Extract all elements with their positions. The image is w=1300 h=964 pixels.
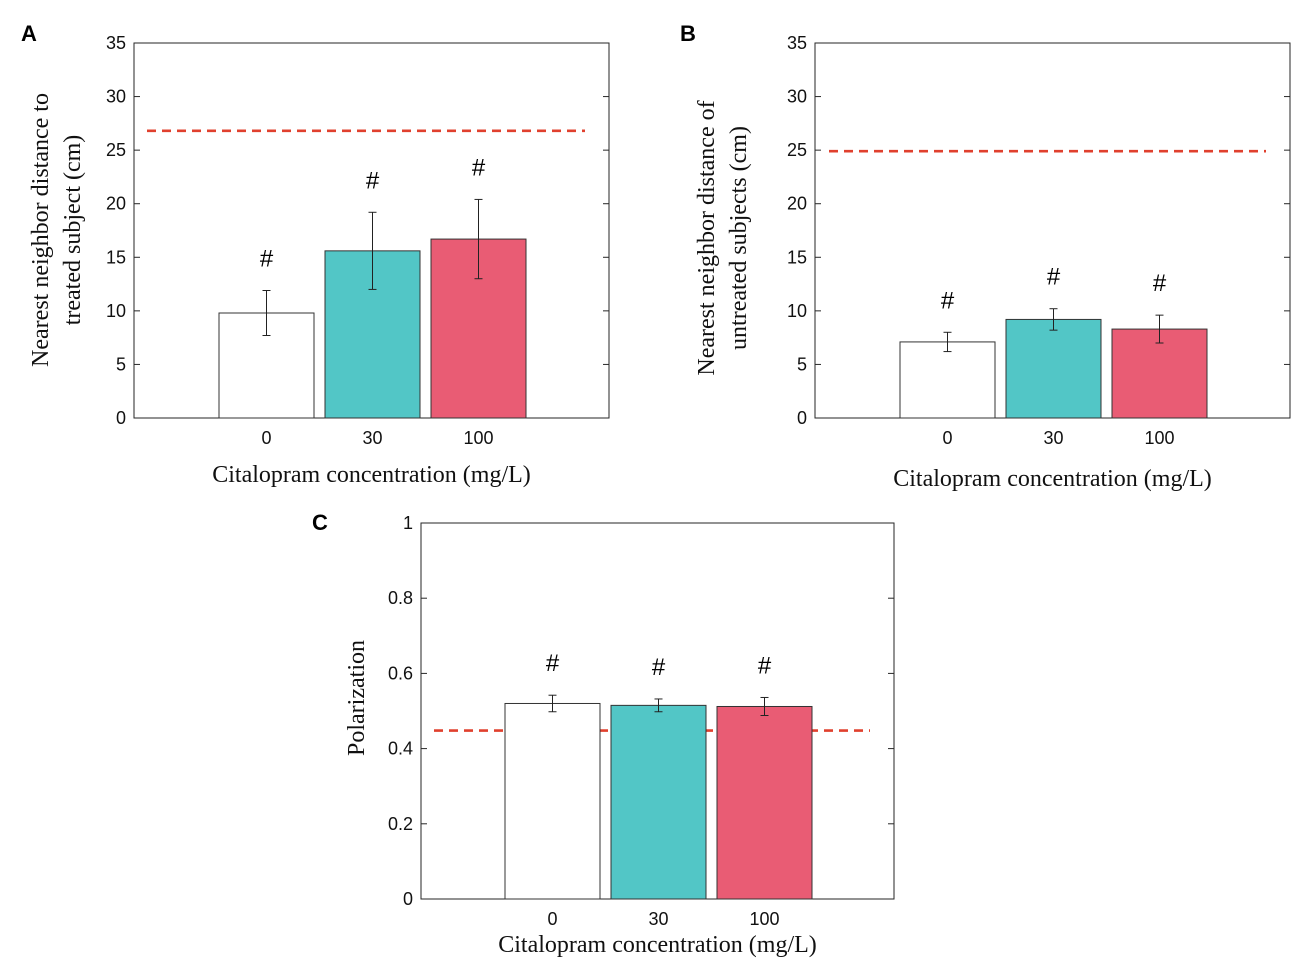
bar [1111, 328, 1208, 419]
y-tick-label: 30 [787, 87, 807, 107]
y-axis-label: Nearest neighbor distance of [694, 100, 720, 375]
y-tick-label: 20 [106, 194, 126, 214]
bar [899, 341, 996, 419]
y-tick-label: 0.8 [388, 588, 413, 608]
chart-panel-b: 0 5 10 15 20 25 30 35 #0 #30 #100 Citalopram concen… [680, 21, 1291, 492]
bar [504, 702, 601, 900]
y-axis-label: Nearest neighbor distance to [28, 93, 54, 367]
x-tick-label: 30 [1043, 428, 1063, 448]
y-tick-label: 0 [403, 889, 413, 909]
x-tick-label: 0 [942, 428, 952, 448]
significance-marker: # [546, 650, 560, 677]
y-axis-label: Polarization [344, 640, 370, 756]
y-tick-label: 20 [787, 194, 807, 214]
y-tick-label: 0.6 [388, 663, 413, 683]
chart-panel-a: 0 5 10 15 20 25 30 35 #0 #30 #100 Citalopram concen… [21, 21, 610, 488]
x-tick-label: 0 [547, 909, 557, 929]
y-tick-label: 15 [106, 247, 126, 267]
y-tick-label: 0.2 [388, 814, 413, 834]
y-tick-label: 10 [787, 301, 807, 321]
panel-label: A [21, 21, 37, 46]
x-tick-label: 0 [261, 428, 271, 448]
y-tick-label: 35 [787, 33, 807, 53]
y-tick-label: 25 [787, 140, 807, 160]
significance-marker: # [260, 246, 274, 273]
y-tick-label: 15 [787, 247, 807, 267]
x-axis-label: Citalopram concentration (mg/L) [212, 462, 531, 488]
significance-marker: # [366, 167, 380, 194]
significance-marker: # [941, 287, 955, 314]
significance-marker: # [758, 652, 772, 679]
bar [610, 704, 707, 900]
significance-marker: # [472, 154, 486, 181]
y-tick-label: 5 [797, 354, 807, 374]
x-tick-label: 30 [648, 909, 668, 929]
chart-panel-c: 0 0.2 0.4 0.6 0.8 1 #0 #30 #100 Citalopram concen… [312, 510, 895, 958]
x-tick-label: 100 [463, 428, 493, 448]
y-tick-label: 5 [116, 354, 126, 374]
panel-label: B [680, 21, 696, 46]
y-tick-label: 1 [403, 513, 413, 533]
significance-marker: # [652, 654, 666, 681]
bar [1005, 318, 1102, 419]
x-tick-label: 100 [749, 909, 779, 929]
x-axis-label: Citalopram concentration (mg/L) [893, 466, 1212, 492]
y-tick-label: 30 [106, 87, 126, 107]
y-tick-label: 0 [797, 408, 807, 428]
panel-label: C [312, 510, 328, 535]
y-axis-label: treated subject (cm) [60, 135, 86, 326]
y-tick-label: 0 [116, 408, 126, 428]
bar [716, 705, 813, 900]
significance-marker: # [1047, 264, 1061, 291]
x-axis-label: Citalopram concentration (mg/L) [498, 932, 817, 958]
y-tick-label: 0.4 [388, 739, 413, 759]
y-tick-label: 35 [106, 33, 126, 53]
y-tick-label: 25 [106, 140, 126, 160]
x-tick-label: 100 [1144, 428, 1174, 448]
x-tick-label: 30 [362, 428, 382, 448]
y-tick-label: 10 [106, 301, 126, 321]
y-axis-label: untreated subjects (cm) [726, 126, 752, 350]
significance-marker: # [1153, 270, 1167, 297]
